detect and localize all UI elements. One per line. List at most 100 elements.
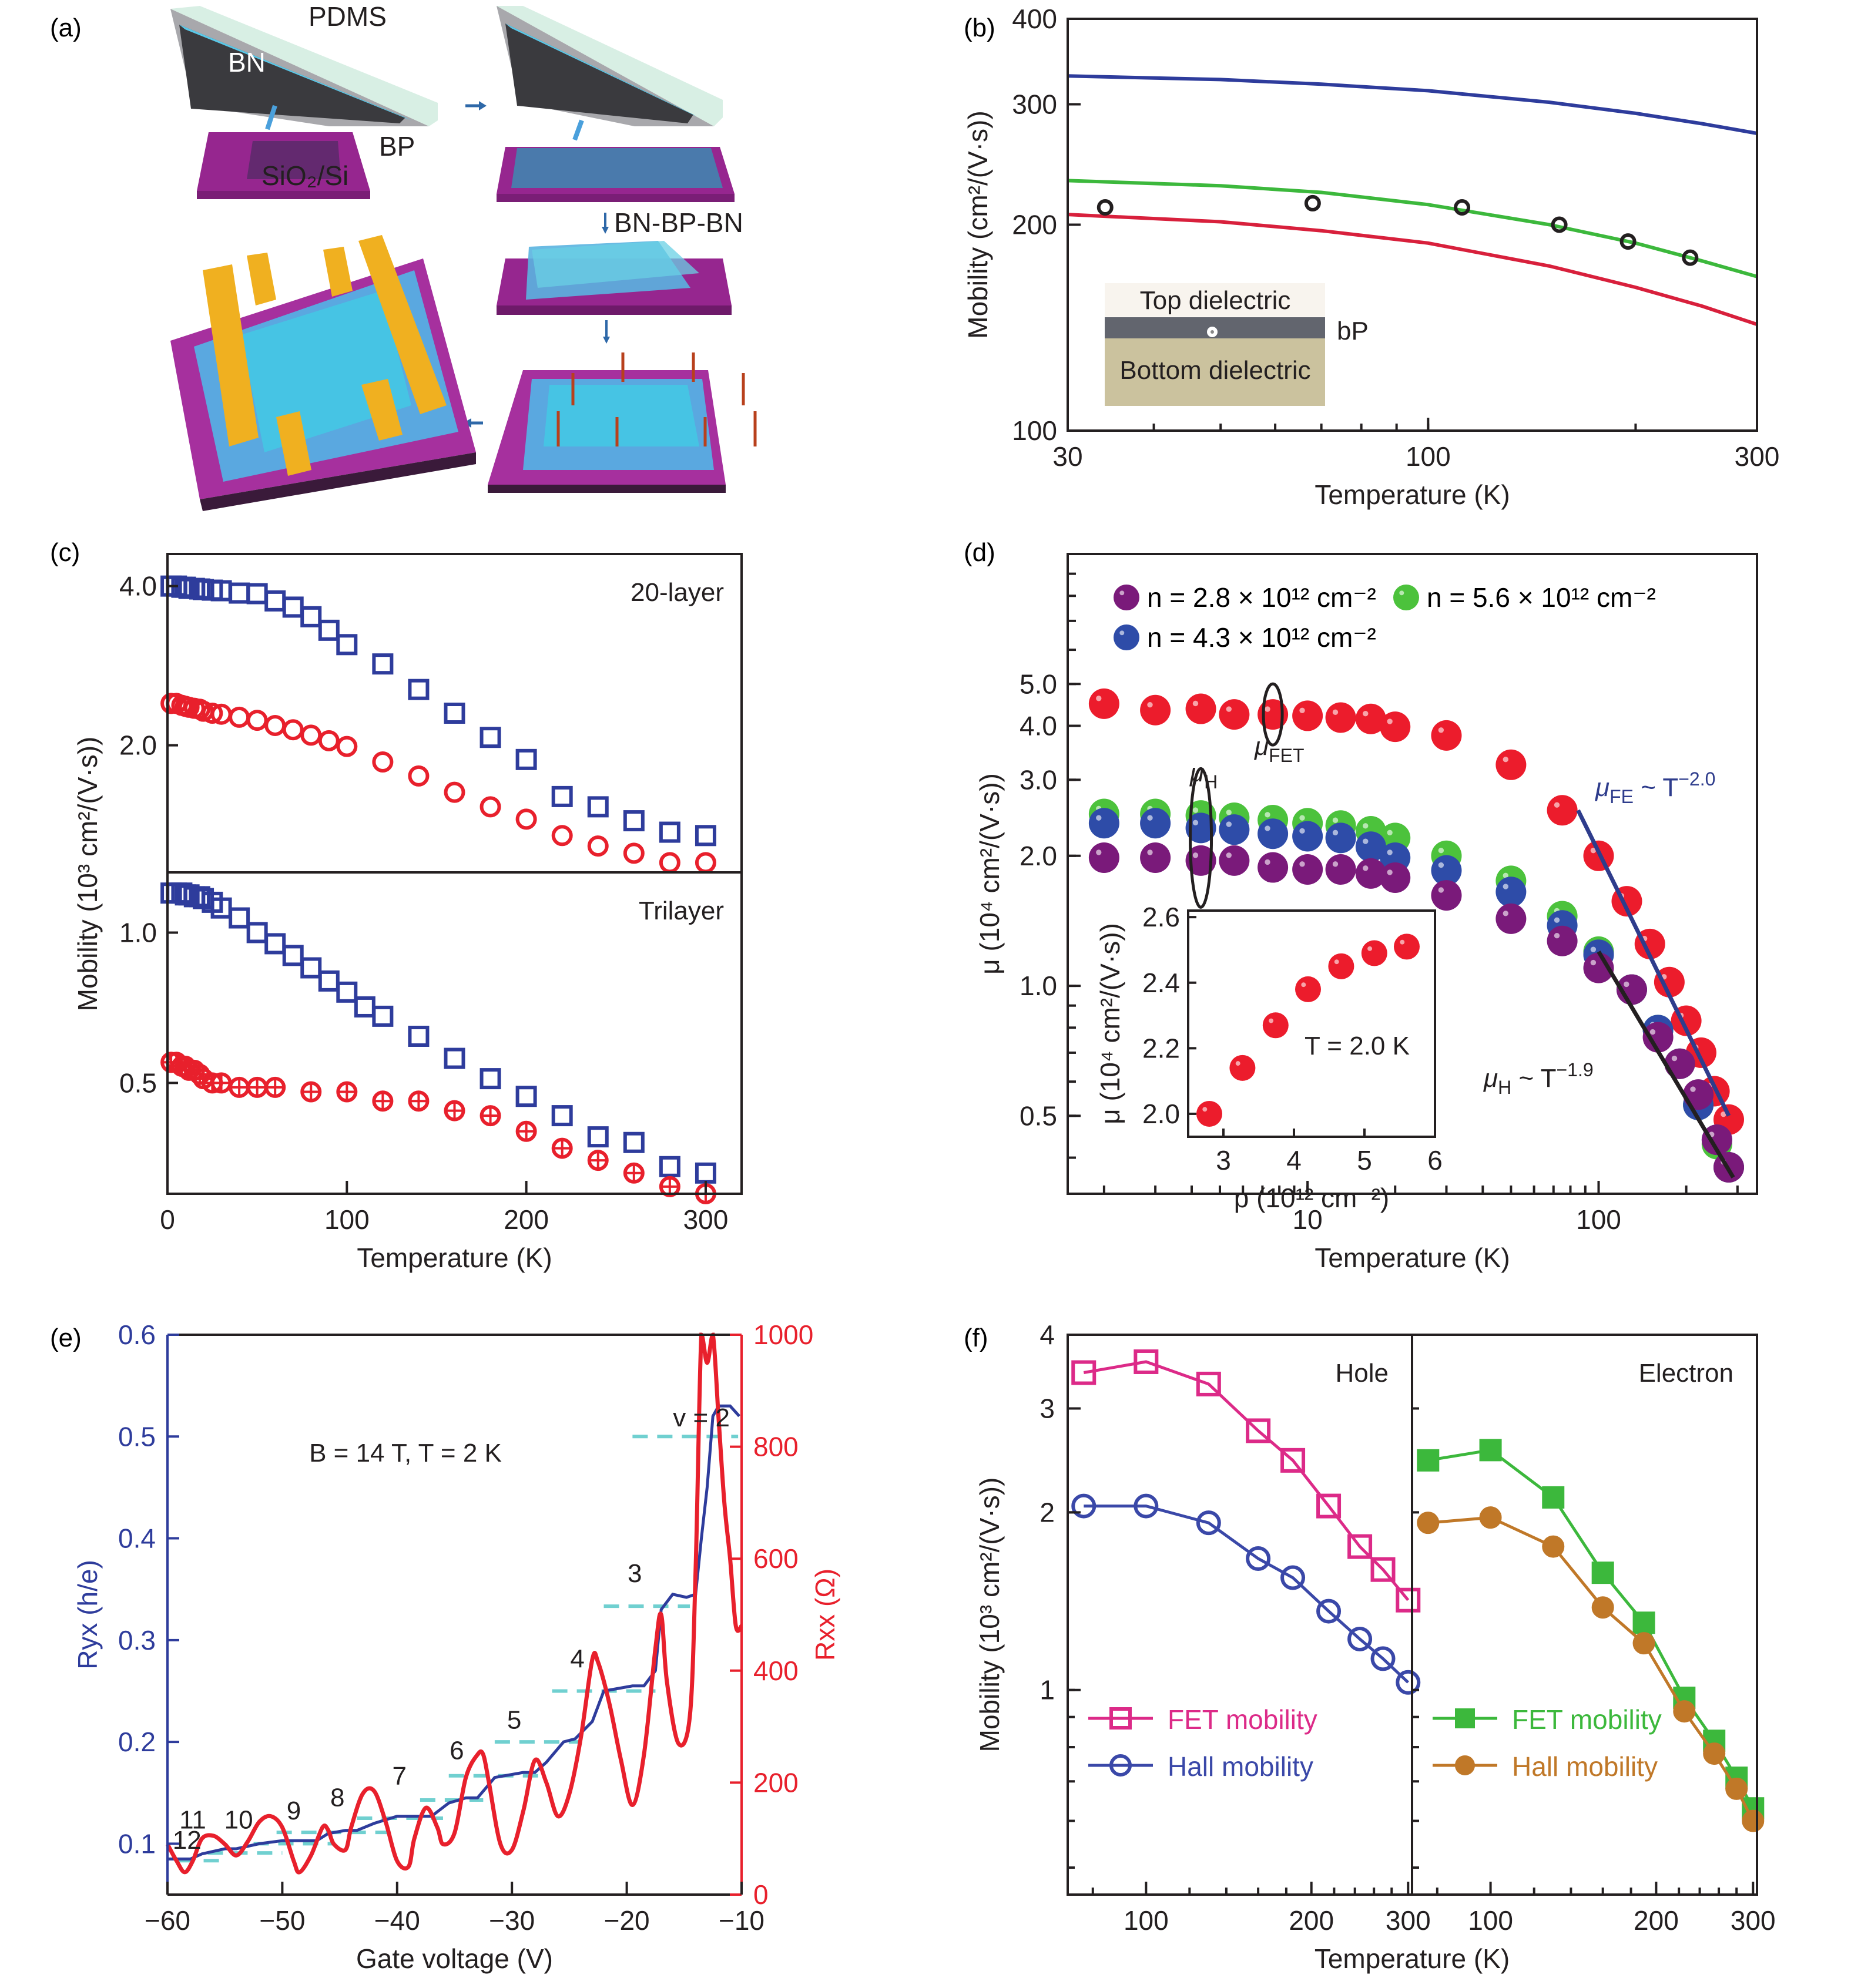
data-point <box>623 842 645 864</box>
data-point <box>659 1156 680 1177</box>
y-left-tick-label: 0.6 <box>118 1319 156 1350</box>
chart-b: Top dielectric bP Bottom dielectric 100 2… <box>963 4 1779 510</box>
data-point <box>695 825 716 847</box>
y-left-tick-label: 0.4 <box>118 1523 156 1554</box>
x-tick-label: 300 <box>1731 1905 1776 1936</box>
data-point <box>587 796 609 818</box>
inset-y-tick-label: 2.0 <box>1142 1099 1180 1129</box>
data-point <box>1280 1565 1306 1590</box>
y-right-tick-label: 400 <box>753 1655 799 1686</box>
marker-highlight <box>1299 707 1305 714</box>
marker-highlight <box>1226 706 1232 712</box>
data-point <box>659 1176 680 1197</box>
fit-label-rest: ~ T <box>1634 773 1678 802</box>
x-tick-label: 30 <box>1052 441 1082 472</box>
data-point <box>587 1126 609 1148</box>
marker-highlight <box>1503 884 1508 889</box>
marker-highlight <box>1235 1061 1240 1066</box>
inset-data-point <box>1229 1055 1256 1081</box>
x-tick-label: −10 <box>719 1905 764 1936</box>
data-point <box>1479 1506 1502 1529</box>
subplot-label: Trilayer <box>639 896 724 925</box>
y-axis-title: μ (10⁴ cm²/(V·s)) <box>974 773 1005 975</box>
marker-ball <box>1355 703 1386 734</box>
fit-label-fe: μFE ~ T−2.0 <box>1595 768 1715 807</box>
y-left-tick-label: 0.5 <box>118 1421 156 1452</box>
marker-ball <box>1547 795 1578 826</box>
label-bp: BP <box>379 131 415 162</box>
data-point <box>229 907 250 929</box>
data-point <box>1431 880 1462 911</box>
fit-label-mu: μ <box>1483 1064 1498 1093</box>
subplot-electron: 100 200 300 Electron FET mobility Hall mobili… <box>1412 1334 1776 1936</box>
marker-ball <box>1380 862 1411 893</box>
legend-label: n = 4.3 × 10¹² cm⁻² <box>1147 622 1376 653</box>
data-point <box>354 996 375 1017</box>
y-tick-label: 4.0 <box>119 571 157 602</box>
x-tick-label: −50 <box>259 1905 305 1936</box>
label-substrate: SiO₂/Si <box>261 160 348 191</box>
marker-highlight <box>1363 710 1369 717</box>
marker-ball <box>1258 699 1289 730</box>
marker-ball <box>1325 854 1356 885</box>
data-point <box>479 1105 501 1127</box>
data-point <box>1355 831 1386 862</box>
data-point <box>372 1090 394 1112</box>
data-point <box>1725 1777 1748 1800</box>
data-point <box>1551 216 1568 233</box>
data-point <box>300 1081 322 1103</box>
marker-highlight <box>1554 932 1560 939</box>
data-point <box>1673 1700 1696 1723</box>
y-axis-title: Mobility (cm²/(V·s)) <box>963 110 993 338</box>
marker-ball <box>1495 903 1527 934</box>
legend-item: FET mobility <box>1088 1704 1317 1735</box>
marker-highlight <box>1438 727 1444 733</box>
data-point <box>1140 842 1171 874</box>
marker-ball <box>1642 1022 1674 1053</box>
marker-highlight <box>1301 982 1306 988</box>
marker-ball <box>1380 711 1411 743</box>
data-point <box>1495 877 1527 908</box>
step2-substrate <box>497 147 735 202</box>
marker-ball <box>1664 1048 1695 1079</box>
marker-highlight <box>1399 590 1404 596</box>
step5-device <box>170 235 476 511</box>
marker-ball <box>1258 852 1289 883</box>
data-point <box>1219 814 1250 845</box>
x-tick-label: 200 <box>1289 1905 1334 1936</box>
marker-highlight <box>1119 630 1125 636</box>
marker-ball <box>1654 966 1685 998</box>
marker-highlight <box>1332 709 1339 716</box>
inset-data-point <box>1394 933 1420 960</box>
data-point <box>1088 688 1119 719</box>
marker-highlight <box>1363 865 1369 871</box>
marker-highlight <box>1590 848 1597 854</box>
x-tick-label: 300 <box>683 1204 729 1235</box>
fit-label-sub: FE <box>1609 786 1634 807</box>
legend-marker <box>1455 1708 1475 1728</box>
series-line <box>1083 1360 1410 1601</box>
data-point <box>1542 1486 1565 1509</box>
x-tick-label: −60 <box>145 1905 190 1936</box>
x-tick-label: 200 <box>504 1204 549 1235</box>
data-point <box>1316 1599 1342 1624</box>
x-tick-label: 10 <box>1293 1204 1323 1235</box>
inset-data-point <box>1262 1012 1289 1039</box>
data-point <box>1370 1557 1396 1582</box>
x-tick-label: −20 <box>604 1905 650 1936</box>
marker-highlight <box>1226 810 1232 815</box>
data-point <box>300 606 322 627</box>
data-point <box>1632 1611 1655 1634</box>
legend-label: FET mobility <box>1168 1704 1317 1735</box>
marker-highlight <box>1387 718 1393 724</box>
panel-label-e: (e) <box>50 1324 82 1352</box>
marker-ball <box>1292 700 1323 731</box>
series-line-Rxx <box>165 1332 744 1875</box>
data-point <box>408 765 430 787</box>
fit-label-sup: −1.9 <box>1556 1059 1593 1080</box>
inset-y-tick-label: 2.2 <box>1142 1033 1180 1063</box>
marker-highlight <box>1226 852 1232 858</box>
subplot-20-layer: 2.0 4.0 20-layer <box>119 571 724 874</box>
marker-highlight <box>1367 946 1373 951</box>
x-tick-label: 100 <box>1576 1204 1621 1235</box>
